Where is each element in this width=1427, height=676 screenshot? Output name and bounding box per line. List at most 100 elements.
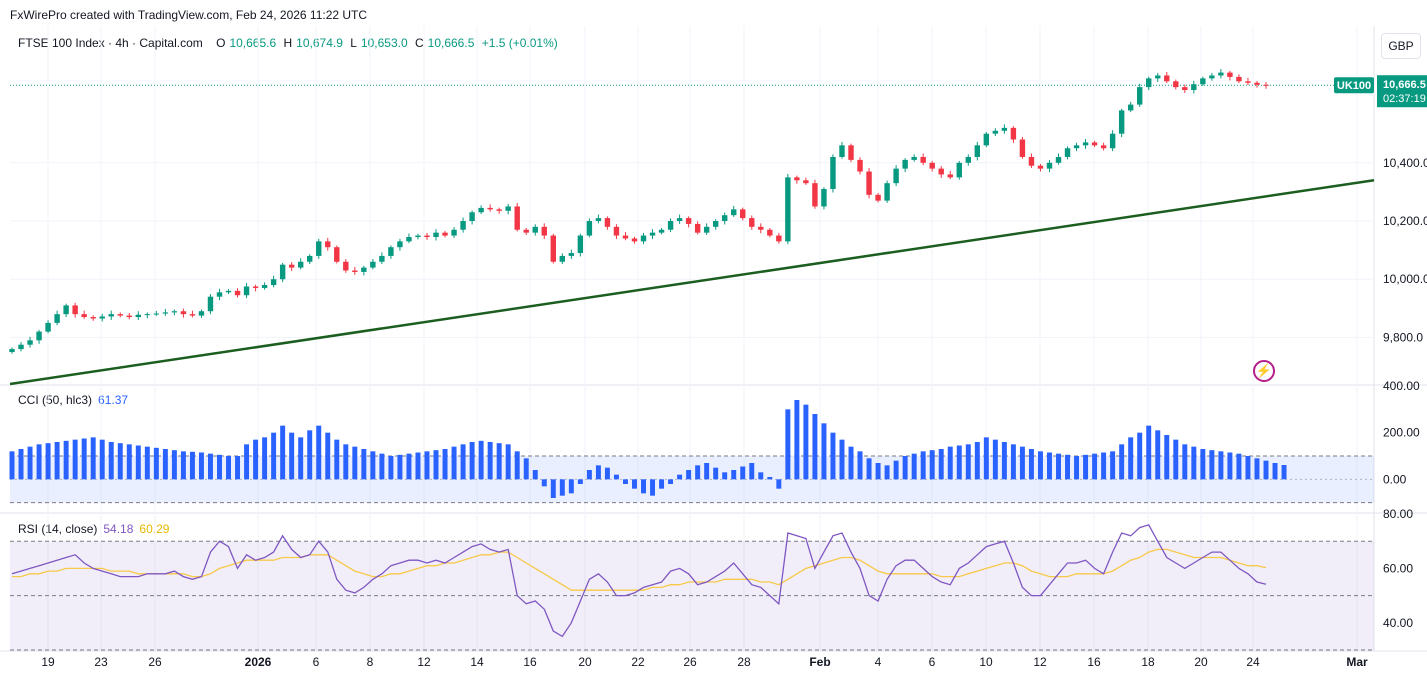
cci-bar [144, 446, 150, 480]
candle-body [243, 286, 250, 296]
candle-body [388, 247, 394, 256]
cci-name[interactable]: CCI (50, hlc3) [18, 393, 93, 407]
candle-body [18, 344, 24, 350]
candle-body [81, 314, 87, 318]
cci-bar [9, 451, 15, 480]
candle-body [649, 232, 656, 236]
x-tick-label: 22 [631, 655, 645, 669]
candle-body [595, 218, 602, 222]
cci-bar [289, 432, 295, 480]
cci-bar [280, 425, 286, 480]
cci-bar [956, 445, 962, 480]
trendline [9, 179, 1375, 386]
cci-bar [947, 446, 953, 480]
symbol-legend: FTSE 100 Index · 4h · Capital.com O 10,66… [18, 36, 562, 50]
candle-body [153, 313, 160, 315]
cci-bar [704, 463, 710, 480]
cci-bar [352, 446, 358, 480]
x-tick-label: 24 [1246, 655, 1260, 669]
cci-bar [1119, 444, 1125, 480]
x-tick-label: 23 [94, 655, 108, 669]
candle-body [1001, 127, 1008, 131]
candle-body [568, 253, 575, 256]
cci-bar [72, 439, 78, 480]
candle-body [27, 340, 33, 345]
cci-bar [830, 432, 836, 480]
x-tick-label: 12 [417, 655, 431, 669]
candle-body [144, 314, 151, 316]
price-tick-label: 10,000.0 [1383, 272, 1427, 286]
cci-bar [758, 472, 764, 480]
cci-bar [722, 472, 728, 480]
cci-bar [1065, 454, 1071, 480]
cci-bar [740, 466, 746, 480]
cci-bar [713, 467, 719, 480]
candle-body [866, 171, 872, 195]
cci-bar [262, 437, 268, 480]
change-value: +1.5 (+0.01%) [481, 36, 558, 50]
candle-body [1173, 81, 1179, 88]
cci-bar [99, 439, 105, 480]
high-value: 10,674.9 [296, 36, 343, 50]
candle-body [433, 232, 439, 238]
currency-button[interactable]: GBP [1381, 33, 1421, 59]
cci-bar [938, 449, 944, 480]
x-tick-label: Mar [1346, 655, 1368, 669]
candle-body [803, 180, 809, 184]
cci-bar [135, 445, 141, 480]
symbol-title[interactable]: FTSE 100 Index · 4h · Capital.com [18, 36, 203, 50]
cci-bar [253, 439, 259, 480]
cci-bar [171, 450, 177, 480]
candle-body [1118, 110, 1125, 134]
lightning-icon[interactable]: ⚡ [1253, 360, 1275, 382]
cci-bar [1281, 465, 1287, 480]
cci-bar [1128, 437, 1134, 480]
price-tag-countdown: 02:37:19 [1383, 93, 1426, 105]
candle-body [99, 316, 105, 319]
candle-body [902, 159, 908, 169]
candle-body [108, 314, 114, 317]
cci-tick-label: 200.00 [1383, 426, 1420, 440]
candle-body [577, 235, 584, 254]
axes: 19 23 26 2026 6 8 12 14 16 20 22 26 28 Feb 4 6 10 12 16 18 2… [41, 156, 1427, 669]
cci-bar [731, 470, 737, 480]
candle-body [180, 311, 187, 315]
cci-bar [505, 444, 511, 480]
cci-bar [857, 451, 863, 480]
cci-bar [108, 442, 114, 480]
candle-body [397, 241, 403, 248]
candle-body [162, 312, 169, 314]
open-label: O [216, 36, 226, 50]
candle-body [974, 145, 981, 157]
x-tick-label: 20 [578, 655, 592, 669]
candle-body [135, 314, 142, 318]
cci-bar [1182, 444, 1188, 480]
x-tick-label: 2026 [245, 655, 272, 669]
candle-body [731, 209, 737, 216]
candle-body [406, 237, 412, 242]
candle-body [63, 305, 69, 315]
candle-body [460, 221, 466, 230]
candle-body [586, 221, 593, 236]
x-tick-label: 26 [683, 655, 697, 669]
high-label: H [283, 36, 293, 50]
candle-body [54, 314, 60, 323]
rsi-name[interactable]: RSI (14, close) [18, 522, 98, 536]
cci-bar [550, 479, 556, 498]
x-tick-label: 12 [1033, 655, 1047, 669]
cci-bar [803, 404, 809, 480]
cci-bar [568, 479, 574, 494]
candle-body [514, 206, 520, 230]
rsi-band-fill [10, 541, 1374, 650]
price-tag: UK100 10,666.5 02:37:19 [1334, 75, 1427, 108]
candle-body [1218, 72, 1224, 76]
cci-bar [1083, 454, 1089, 480]
candle-body [685, 218, 692, 224]
cci-pane [9, 400, 1287, 498]
cci-bar [226, 456, 231, 480]
cci-bar [514, 451, 520, 480]
rsi-legend: RSI (14, close) 54.18 60.29 [18, 522, 169, 536]
candle-body [1010, 127, 1017, 140]
cci-bar [1263, 460, 1269, 480]
